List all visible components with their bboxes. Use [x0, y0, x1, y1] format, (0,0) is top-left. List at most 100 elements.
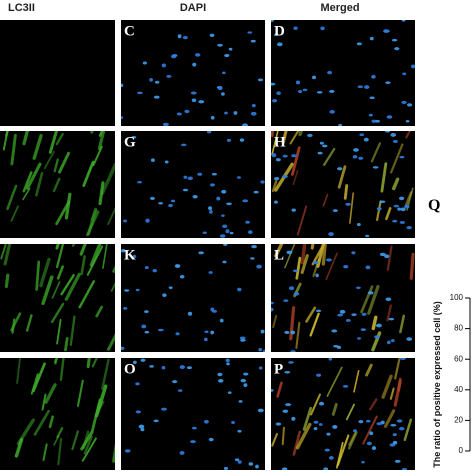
nucleus — [251, 245, 257, 249]
nucleus — [206, 131, 212, 134]
cell — [86, 210, 100, 237]
nucleus — [313, 420, 319, 424]
nucleus — [392, 139, 398, 144]
cell — [394, 358, 401, 380]
nucleus — [318, 401, 325, 406]
nucleus — [204, 419, 209, 424]
nucleus — [283, 299, 289, 302]
cell — [335, 441, 344, 469]
nucleus — [149, 365, 155, 368]
nucleus — [257, 78, 264, 82]
micrograph — [0, 358, 115, 470]
cell — [322, 193, 329, 207]
y-tick-label: 40 — [454, 385, 463, 394]
nucleus — [307, 133, 313, 137]
nucleus — [157, 328, 164, 332]
nucleus — [271, 301, 274, 305]
cell — [302, 406, 313, 431]
nucleus — [371, 119, 377, 123]
nucleus — [400, 207, 406, 212]
cell — [292, 169, 299, 186]
nucleus — [123, 219, 128, 223]
cell — [107, 207, 115, 226]
cell — [360, 285, 374, 314]
nucleus — [237, 460, 242, 464]
cell — [371, 315, 378, 331]
nucleus — [124, 289, 130, 292]
nucleus — [250, 111, 257, 116]
cell — [80, 430, 94, 451]
nucleus — [277, 42, 283, 47]
cell — [50, 302, 65, 324]
nucleus — [198, 251, 204, 255]
nucleus — [248, 462, 254, 466]
nucleus — [361, 312, 367, 316]
nucleus — [274, 200, 278, 204]
cell — [100, 162, 115, 195]
nucleus — [385, 81, 391, 85]
nucleus — [400, 358, 406, 361]
nucleus — [144, 266, 149, 270]
cell — [86, 358, 91, 369]
nucleus — [234, 458, 240, 462]
panel-label: Q — [428, 197, 440, 214]
nucleus — [140, 358, 146, 362]
nucleus — [271, 389, 274, 392]
panel-background — [121, 20, 265, 126]
cell — [101, 358, 110, 390]
nucleus — [217, 43, 223, 47]
nucleus — [345, 202, 351, 206]
nucleus — [140, 427, 145, 432]
nucleus — [313, 427, 318, 431]
nucleus — [161, 407, 167, 411]
nucleus — [404, 204, 410, 209]
nucleus — [164, 160, 169, 164]
cell — [381, 374, 393, 399]
nucleus — [186, 366, 192, 370]
nucleus — [258, 348, 263, 352]
nucleus — [209, 33, 215, 37]
nucleus — [352, 429, 357, 433]
nucleus — [397, 207, 401, 211]
panel-background — [271, 244, 415, 352]
cell — [22, 187, 31, 201]
cell — [55, 244, 60, 250]
nucleus — [225, 358, 230, 363]
cell — [91, 358, 98, 368]
nucleus — [195, 53, 201, 57]
nucleus — [315, 273, 319, 278]
nucleus — [352, 155, 358, 159]
column-header: Merged — [320, 2, 359, 14]
cell — [55, 133, 64, 146]
nucleus — [227, 391, 232, 394]
nucleus — [318, 423, 323, 426]
cell — [83, 435, 93, 455]
nucleus — [282, 154, 288, 158]
nucleus — [317, 151, 323, 155]
nucleus — [290, 350, 296, 352]
cell — [107, 333, 115, 351]
cell — [89, 244, 102, 267]
nucleus — [398, 426, 405, 431]
cell — [298, 131, 304, 137]
nucleus — [121, 249, 126, 253]
nucleus — [327, 71, 333, 75]
nucleus — [324, 448, 330, 452]
nucleus — [219, 318, 224, 323]
nucleus — [222, 260, 227, 264]
cell — [323, 147, 336, 166]
nucleus — [217, 372, 223, 377]
nucleus — [295, 80, 301, 85]
nucleus — [240, 378, 247, 383]
micrograph — [0, 244, 115, 352]
cell — [98, 181, 105, 206]
nucleus — [386, 340, 391, 345]
y-tick-label: 80 — [454, 324, 463, 333]
cell — [4, 273, 10, 289]
nucleus — [321, 144, 328, 148]
nucleus — [222, 224, 228, 228]
nucleus — [291, 154, 297, 158]
nucleus — [291, 208, 296, 212]
nucleus — [226, 362, 230, 366]
nucleus — [192, 194, 198, 199]
